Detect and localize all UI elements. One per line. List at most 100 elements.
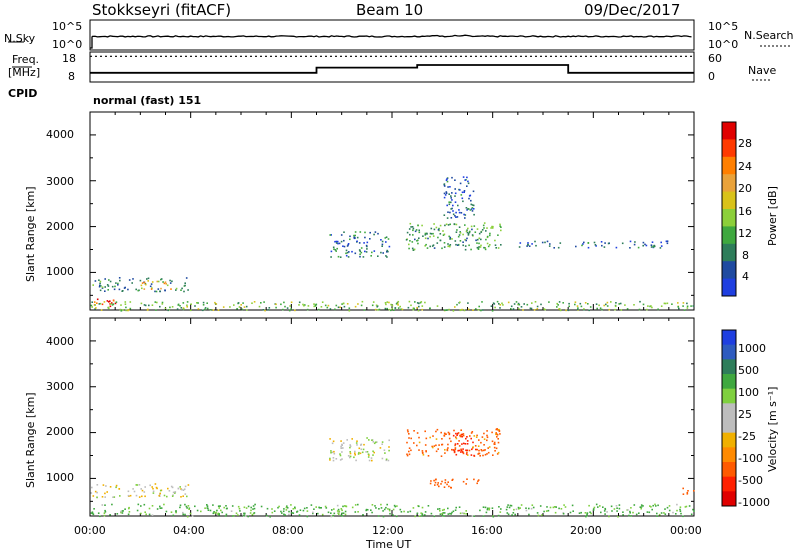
power-cell (517, 303, 519, 306)
power-cell (446, 204, 448, 207)
velocity-cell (296, 510, 299, 513)
velocity-cell (630, 515, 632, 517)
velocity-cell (666, 506, 669, 509)
velocity-cell (273, 510, 276, 512)
power-cell (634, 241, 636, 243)
velocity-cbar-tick-neg25: -25 (738, 430, 756, 443)
velocity-cell (446, 449, 449, 452)
velocity-cell (271, 511, 274, 514)
power-cell (677, 302, 679, 304)
velocity-cell (480, 449, 483, 451)
velocity-cell (462, 448, 464, 450)
velocity-cell (380, 507, 383, 509)
velocity-cell (436, 483, 439, 486)
velocity-cell (407, 511, 409, 513)
velocity-cell (163, 503, 165, 506)
power-cell (577, 308, 579, 311)
velocity-cell (422, 454, 425, 456)
velocity-cell (493, 443, 495, 445)
velocity-cell (448, 432, 451, 435)
velocity-cell (525, 509, 528, 512)
power-cell (183, 290, 185, 293)
power-cell (468, 195, 471, 197)
velocity-cell (160, 507, 163, 509)
power-cell (501, 302, 503, 305)
velocity-cell (456, 432, 459, 435)
velocity-cell (491, 431, 493, 434)
power-cell (527, 242, 529, 244)
power-cell (562, 302, 564, 304)
power-cell (150, 288, 153, 290)
velocity-cell (459, 512, 462, 515)
velocity-cell (496, 436, 498, 438)
power-cell (458, 234, 461, 236)
power-cell (124, 301, 127, 303)
velocity-cell (416, 512, 419, 515)
velocity-cell (105, 485, 107, 487)
power-cell (531, 243, 533, 245)
velocity-cell (224, 515, 227, 517)
power-cell (329, 308, 332, 310)
power-cell (409, 240, 411, 242)
velocity-cell (94, 490, 97, 493)
power-cell (477, 247, 480, 250)
power-cell (418, 237, 420, 239)
velocity-cell (443, 486, 446, 488)
velocity-cell (141, 495, 143, 498)
velocity-cell (600, 511, 602, 514)
power-ytick-2000: 2000 (46, 220, 74, 233)
power-cell (411, 226, 414, 228)
power-cell (94, 280, 97, 282)
power-cell (103, 301, 106, 303)
velocity-cell (306, 510, 309, 512)
velocity-cell (603, 510, 606, 512)
velocity-cell (604, 513, 606, 515)
velocity-cell (528, 507, 530, 510)
velocity-cell (99, 515, 101, 518)
velocity-cell (664, 508, 666, 510)
power-cell (264, 309, 266, 312)
velocity-cell (447, 447, 449, 449)
power-cell (475, 308, 477, 310)
power-cell (333, 248, 335, 250)
velocity-cell (593, 506, 596, 509)
power-cell (180, 307, 183, 309)
power-cell (345, 252, 347, 255)
power-cell (360, 247, 363, 249)
power-cell (470, 199, 472, 202)
power-cell (370, 255, 372, 257)
power-cell (642, 241, 645, 244)
velocity-cell (410, 437, 412, 440)
velocity-cell (478, 439, 480, 441)
power-cell (94, 304, 96, 306)
velocity-cell (90, 512, 93, 514)
power-cell (372, 301, 375, 303)
velocity-cell (177, 487, 180, 490)
velocity-cell (206, 505, 209, 507)
power-cell (568, 302, 570, 305)
power-cell (418, 302, 420, 305)
power-cell (290, 301, 293, 304)
power-cell (313, 305, 315, 308)
power-cell (338, 242, 341, 245)
power-cell (332, 246, 335, 249)
velocity-cell (450, 486, 452, 489)
velocity-cell (159, 489, 162, 492)
power-cell (445, 179, 448, 181)
power-cbar-frame (721, 121, 737, 297)
power-cell (107, 289, 109, 291)
velocity-cell (184, 493, 187, 495)
power-cell (359, 255, 361, 258)
velocity-cbar-swatch (722, 462, 736, 478)
velocity-cell (554, 511, 557, 514)
velocity-cell (558, 507, 560, 510)
velocity-cell (479, 509, 481, 512)
power-cell (461, 197, 464, 200)
power-cell (148, 304, 150, 307)
power-cell (583, 308, 585, 310)
power-cell (463, 191, 465, 193)
power-cell (477, 309, 480, 311)
power-cell (528, 245, 531, 247)
power-cell (518, 303, 521, 306)
velocity-cbar-tick-25: 25 (738, 408, 752, 421)
